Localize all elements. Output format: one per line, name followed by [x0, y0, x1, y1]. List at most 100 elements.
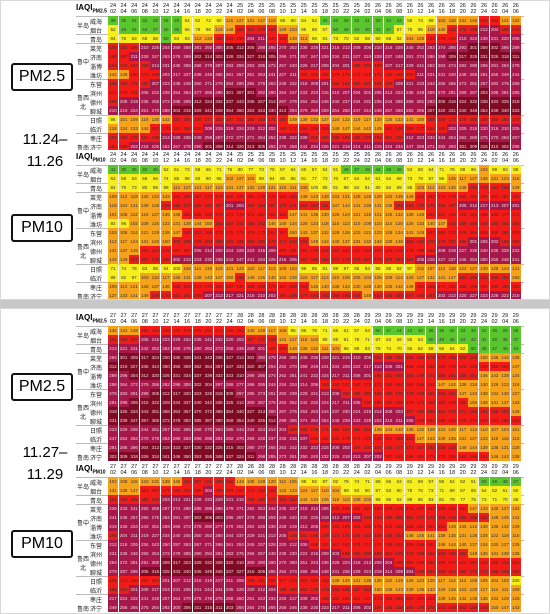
hour-label: 08 — [396, 158, 403, 164]
iaqi-cell: 166 — [298, 124, 309, 133]
iaqi-cell: 255 — [150, 97, 161, 106]
time-header-cell: 29 16 — [437, 464, 447, 476]
iaqi-cell: 216 — [489, 124, 500, 133]
hour-label: 24 — [353, 9, 360, 15]
iaqi-cell: 136 — [479, 174, 489, 183]
iaqi-cell: 126 — [510, 594, 521, 603]
iaqi-cell: 324 — [203, 97, 214, 106]
iaqi-cell: 103 — [288, 264, 299, 273]
iaqi-cell: 115 — [150, 219, 161, 228]
iaqi-cell: 306 — [139, 567, 150, 576]
iaqi-cell: 240 — [309, 452, 320, 461]
iaqi-cell: 71 — [320, 326, 330, 335]
iaqi-cell: 127 — [468, 174, 479, 183]
iaqi-cell: 44 — [320, 16, 330, 25]
iaqi-cell: 141 — [298, 210, 309, 219]
iaqi-cell: 173 — [245, 486, 256, 495]
iaqi-cell: 139 — [362, 201, 373, 210]
iaqi-cell: 191 — [394, 452, 405, 461]
iaqi-cell: 167 — [256, 210, 267, 219]
iaqi-cell: 38 — [500, 335, 511, 344]
iaqi-cell: 123 — [457, 264, 468, 273]
iaqi-cell: 215 — [150, 335, 161, 344]
iaqi-cell: 254 — [245, 522, 256, 531]
iaqi-cell: 174 — [362, 540, 373, 549]
iaqi-cell: 330 — [161, 353, 171, 362]
iaqi-cell: 221 — [256, 531, 267, 540]
iaqi-cell: 285 — [182, 549, 193, 558]
city-label: 济宁 — [90, 146, 103, 150]
iaqi-cell: 32 — [139, 16, 150, 25]
iaqi-cell: 193 — [426, 291, 436, 299]
iaqi-cell: 33 — [457, 326, 468, 335]
iaqi-cell: 296 — [214, 88, 224, 97]
iaqi-cell: 174 — [436, 282, 447, 291]
iaqi-cell: 119 — [139, 210, 150, 219]
time-header-cell: 29 04 — [373, 464, 383, 476]
iaqi-cell: 114 — [383, 219, 394, 228]
iaqi-cell: 134 — [479, 540, 489, 549]
hour-label: 18 — [321, 9, 329, 15]
iaqi-cell: 159 — [309, 124, 320, 133]
iaqi-cell: 207 — [362, 452, 373, 461]
iaqi-cell: 186 — [245, 282, 256, 291]
iaqi-cell: 200 — [341, 389, 352, 398]
day-label: 29 — [374, 313, 382, 319]
iaqi-cell: 252 — [415, 43, 426, 52]
iaqi-cell: 231 — [362, 97, 373, 106]
iaqi-cell: 239 — [161, 88, 171, 97]
city-label: 滨州 — [90, 402, 103, 408]
iaqi-cell: 148 — [404, 531, 415, 540]
iaqi-cell: 126 — [383, 210, 394, 219]
iaqi-cell: 326 — [489, 52, 500, 61]
iaqi-cell: 222 — [351, 362, 362, 371]
iaqi-cell: 180 — [383, 70, 394, 79]
iaqi-cell: 270 — [436, 88, 447, 97]
iaqi-cell: 262 — [457, 133, 468, 142]
iaqi-cell: 134 — [426, 273, 436, 282]
iaqi-cell: 262 — [129, 434, 140, 443]
iaqi-cell: 78 — [129, 264, 140, 273]
iaqi-cell: 126 — [383, 115, 394, 124]
iaqi-cell: 200 — [330, 504, 341, 513]
iaqi-cell: 38 — [426, 326, 436, 335]
iaqi-cell: 201 — [362, 88, 373, 97]
iaqi-cell: 145 — [479, 549, 489, 558]
iaqi-cell: 197 — [404, 407, 415, 416]
day-label: 27 — [173, 313, 180, 319]
iaqi-cell: 106 — [447, 174, 458, 183]
iaqi-cell: 156 — [457, 371, 468, 380]
iaqi-cell: 184 — [404, 603, 415, 612]
iaqi-cell: 106 — [277, 326, 288, 335]
iaqi-cell: 80 — [235, 165, 246, 174]
iaqi-cell: 257 — [510, 133, 521, 142]
city-label: 青岛 — [90, 38, 103, 44]
iaqi-cell: 211 — [256, 34, 267, 43]
date-range-end: 11.26 — [26, 153, 64, 170]
iaqi-cell: 168 — [203, 228, 214, 237]
iaqi-cell: 237 — [341, 97, 352, 106]
iaqi-cell: 49 — [341, 165, 352, 174]
iaqi-cell: 301 — [224, 88, 235, 97]
iaqi-cell: 138 — [192, 273, 203, 282]
iaqi-cell: 343 — [235, 97, 246, 106]
time-header-cell: 29 02 — [362, 313, 372, 325]
day-label: 27 — [215, 464, 223, 470]
iaqi-cell: 119 — [214, 264, 224, 273]
iaqi-cell: 142 — [277, 486, 288, 495]
iaqi-cell: 152 — [394, 531, 405, 540]
iaqi-cell: 161 — [383, 434, 394, 443]
iaqi-cell: 220 — [277, 540, 288, 549]
iaqi-cell: 318 — [129, 452, 140, 461]
time-header-cell: 26 18 — [447, 3, 457, 15]
iaqi-cell: 175 — [341, 70, 352, 79]
hour-label: 22 — [470, 158, 477, 164]
iaqi-cell: 296 — [510, 142, 521, 150]
time-header-cell: 24 22 — [214, 3, 224, 15]
iaqi-cell: 120 — [447, 425, 458, 434]
iaqi-cell: 198 — [309, 540, 320, 549]
iaqi-cell: 150 — [489, 603, 500, 612]
iaqi-cell: 188 — [108, 585, 118, 594]
iaqi-cell: 187 — [267, 201, 277, 210]
iaqi-cell: 141 — [351, 201, 362, 210]
